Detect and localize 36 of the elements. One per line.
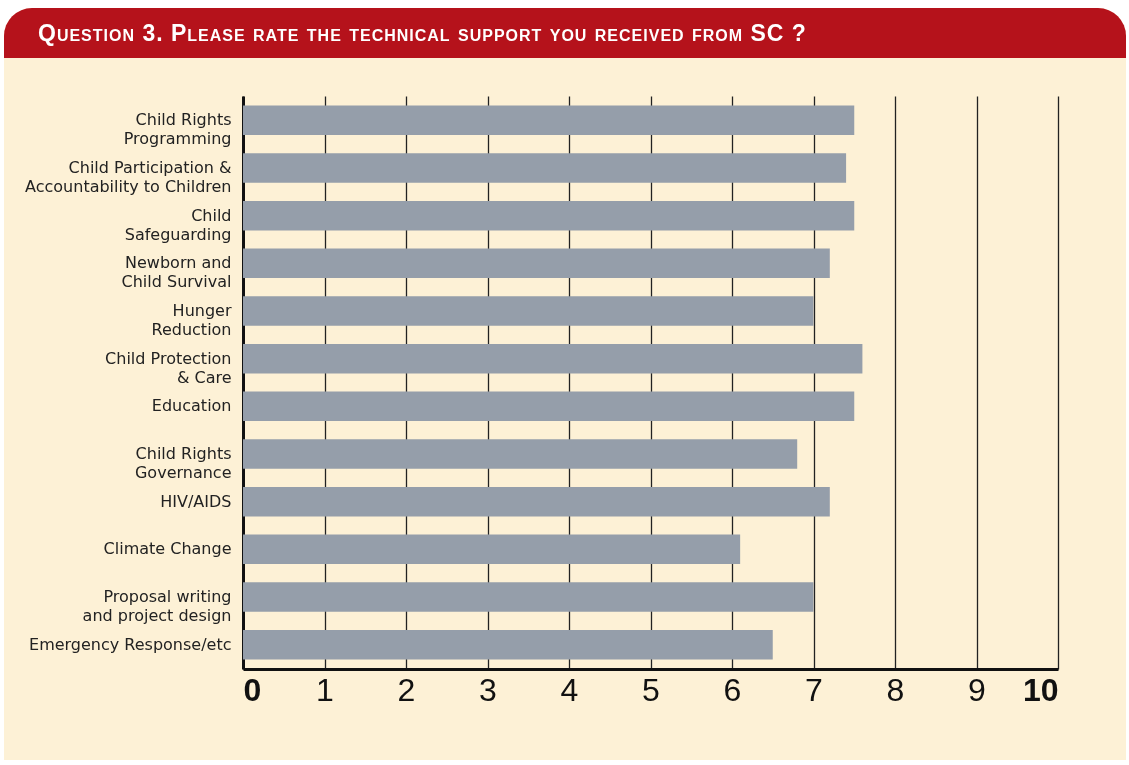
y-tick-label: Child Safeguarding	[124, 205, 232, 244]
x-tick-label: 2	[397, 671, 416, 708]
y-tick-label: Child Protection & Care	[105, 348, 232, 387]
x-tick-label: 10	[1022, 671, 1059, 708]
x-tick-label: 8	[886, 671, 905, 708]
x-tick-label: 1	[316, 671, 334, 708]
bar	[243, 534, 741, 565]
bar	[243, 486, 830, 517]
y-tick-label: Child Rights Programming	[123, 110, 232, 149]
bar	[243, 153, 847, 183]
bar	[243, 343, 863, 374]
x-tick-label: 3	[479, 671, 497, 708]
y-tick-label: Child Rights Governance	[134, 444, 232, 483]
x-tick-label: 5	[642, 671, 660, 708]
y-tick-label: Emergency Response/etc	[29, 634, 232, 654]
bar	[243, 296, 814, 326]
y-tick-label: Education	[151, 396, 232, 416]
x-tick-label: 0	[243, 671, 262, 708]
bar	[243, 439, 798, 469]
y-tick-label: Proposal writing and project design	[82, 587, 232, 626]
bar	[243, 248, 830, 279]
x-tick-label: 7	[805, 671, 823, 708]
bar	[243, 105, 855, 136]
y-tick-label: Climate Change	[103, 539, 232, 559]
x-tick-label: 6	[723, 671, 742, 708]
y-tick-label: Hunger Reduction	[151, 300, 232, 339]
bar	[243, 629, 773, 660]
y-tick-label: Child Participation & Accountability to Children	[25, 157, 232, 196]
chart-title: Question 3. Please rate the technical support you received from SC ?	[4, 8, 1126, 58]
bar	[243, 582, 814, 612]
bar	[243, 391, 855, 422]
x-tick-label: 4	[560, 671, 579, 708]
x-tick-label: 9	[968, 671, 986, 708]
y-tick-label: Newborn and Child Survival	[121, 253, 232, 292]
y-tick-label: HIV/AIDS	[160, 491, 232, 511]
bar	[243, 200, 855, 231]
